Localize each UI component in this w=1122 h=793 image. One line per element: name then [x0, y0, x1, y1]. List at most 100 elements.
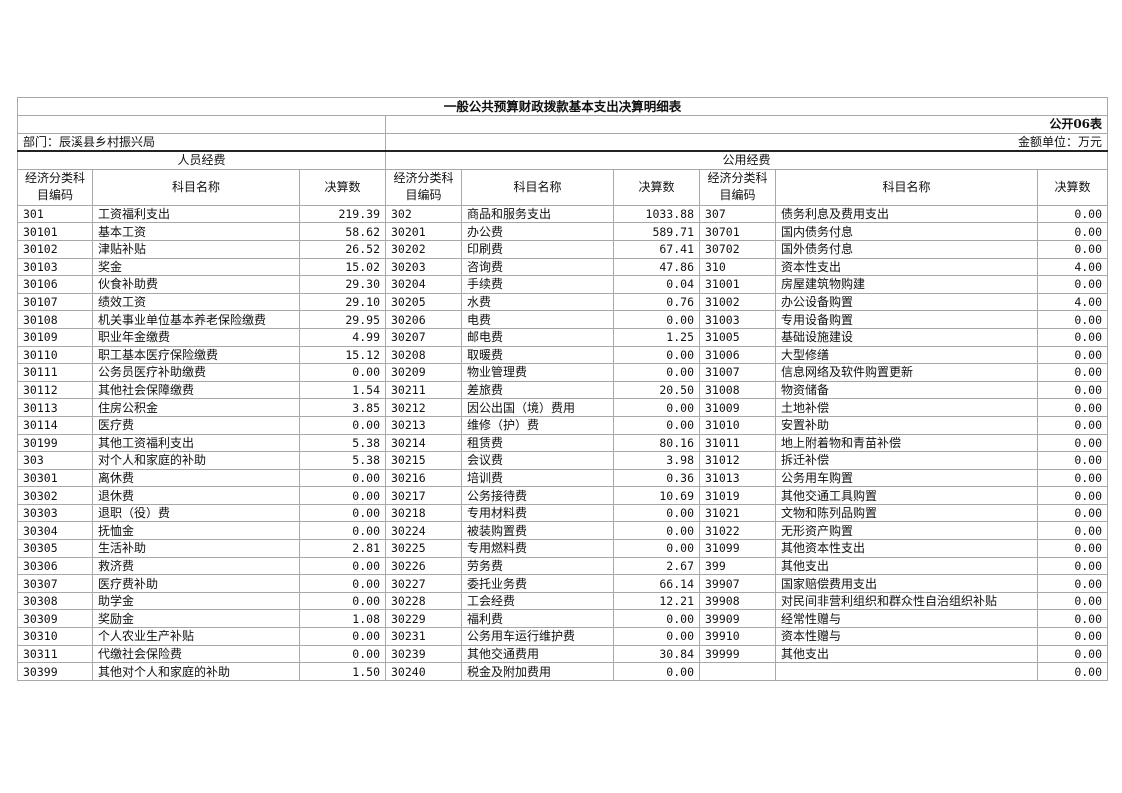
cell-amount: 5.38 [299, 451, 386, 470]
cell-name: 文物和陈列品购置 [775, 503, 1038, 523]
cell-amount: 0.00 [299, 468, 386, 488]
cell-name: 被装购置费 [461, 521, 614, 541]
cell-code: 30304 [17, 521, 93, 541]
cell-amount: 0.00 [299, 591, 386, 611]
cell-code: 30217 [385, 486, 462, 505]
cell-code: 39909 [699, 609, 776, 629]
cell-amount: 80.16 [613, 433, 700, 453]
cell-code: 30208 [385, 345, 462, 365]
cell-amount: 0.00 [1036, 380, 1109, 400]
cell-name: 助学金 [92, 591, 300, 611]
table-row: 30303 退职（役）费 0.00 30218 专用材料费 0.00 31021 文物和陈列品… [17, 503, 1109, 523]
table-title: 一般公共预算财政拨款基本支出决算明细表 [16, 97, 1109, 116]
cell-name: 职业年金缴费 [92, 327, 300, 347]
group-personnel: 人员经费 [17, 150, 386, 170]
cell-code: 31006 [699, 345, 776, 365]
cell-code: 31008 [699, 380, 776, 400]
cell-amount: 0.00 [299, 363, 386, 382]
cell-name: 其他工资福利支出 [92, 433, 300, 453]
cell-code: 31013 [699, 468, 776, 488]
cell-name: 退休费 [92, 486, 300, 505]
cell-code: 30231 [385, 627, 462, 646]
cell-name: 个人农业生产补贴 [92, 627, 300, 646]
cell-code: 30205 [385, 292, 462, 312]
cell-name: 资本性支出 [775, 257, 1038, 277]
header-amount: 决算数 [1036, 168, 1109, 206]
cell-amount: 0.00 [613, 662, 700, 681]
cell-code: 30702 [699, 239, 776, 259]
cell-amount: 0.00 [613, 539, 700, 558]
cell-name: 国内债务付息 [775, 222, 1038, 241]
cell-amount: 5.38 [299, 433, 386, 453]
cell-name: 伙食补助费 [92, 275, 300, 294]
cell-code: 30213 [385, 415, 462, 435]
cell-amount: 0.00 [1036, 363, 1109, 382]
cell-amount: 0.00 [299, 574, 386, 593]
cell-name: 信息网络及软件购置更新 [775, 363, 1038, 382]
cell-code: 30114 [17, 415, 93, 435]
header-amount: 决算数 [299, 168, 386, 206]
form-number: 公开06表 [384, 115, 1109, 134]
cell-amount: 0.00 [1036, 486, 1109, 505]
cell-code: 30108 [17, 310, 93, 329]
cell-amount: 0.00 [299, 415, 386, 435]
table-row: 30106 伙食补助费 29.30 30204 手续费 0.04 31001 房屋建筑物购建 0… [17, 275, 1109, 294]
cell-code: 30240 [385, 662, 462, 681]
cell-amount: 0.00 [1036, 415, 1109, 435]
cell-code: 30306 [17, 556, 93, 576]
cell-amount: 0.00 [613, 627, 700, 646]
table-row: 30108 机关事业单位基本养老保险缴费 29.95 30206 电费 0.00 31003… [17, 310, 1109, 329]
cell-code: 39999 [699, 644, 776, 664]
cell-name: 拆迁补偿 [775, 451, 1038, 470]
cell-code: 30101 [17, 222, 93, 241]
cell-code: 30102 [17, 239, 93, 259]
cell-amount: 0.00 [1036, 662, 1109, 681]
cell-amount: 0.00 [613, 609, 700, 629]
header-code: 经济分类科目编码 [699, 168, 776, 206]
cell-code: 30211 [385, 380, 462, 400]
cell-code: 39908 [699, 591, 776, 611]
cell-amount: 29.10 [299, 292, 386, 312]
cell-name: 专用材料费 [461, 503, 614, 523]
cell-amount: 3.85 [299, 398, 386, 417]
cell-code: 30218 [385, 503, 462, 523]
table-row: 30113 住房公积金 3.85 30212 因公出国（境）费用 0.00 31009 土地补… [17, 398, 1109, 417]
cell-amount: 20.50 [613, 380, 700, 400]
cell-code: 30301 [17, 468, 93, 488]
cell-amount: 0.00 [299, 486, 386, 505]
cell-name: 奖金 [92, 257, 300, 277]
cell-name: 其他社会保障缴费 [92, 380, 300, 400]
cell-code: 30215 [385, 451, 462, 470]
table-row: 30306 救济费 0.00 30226 劳务费 2.67 399 其他支出 0.00 [17, 556, 1109, 576]
cell-name: 公务接待费 [461, 486, 614, 505]
cell-code: 30311 [17, 644, 93, 664]
cell-code: 30109 [17, 327, 93, 347]
cell-code: 30307 [17, 574, 93, 593]
table-row: 30307 医疗费补助 0.00 30227 委托业务费 66.14 39907 国家赔偿费用… [17, 574, 1109, 593]
cell-code: 30202 [385, 239, 462, 259]
cell-name: 劳务费 [461, 556, 614, 576]
cell-code: 31002 [699, 292, 776, 312]
cell-name: 公务员医疗补助缴费 [92, 363, 300, 382]
cell-name: 资本性赠与 [775, 627, 1038, 646]
cell-name: 地上附着物和青苗补偿 [775, 433, 1038, 453]
cell-code: 30303 [17, 503, 93, 523]
cell-amount: 0.00 [613, 503, 700, 523]
table-row: 30304 抚恤金 0.00 30224 被装购置费 0.00 31022 无形资产购置 0.0… [17, 521, 1109, 541]
cell-amount: 219.39 [299, 204, 386, 224]
cell-name: 物资储备 [775, 380, 1038, 400]
cell-code: 30216 [385, 468, 462, 488]
cell-code: 31001 [699, 275, 776, 294]
table-row: 30109 职业年金缴费 4.99 30207 邮电费 1.25 31005 基础设施建设 0.… [17, 327, 1109, 347]
cell-code: 30107 [17, 292, 93, 312]
cell-name: 租赁费 [461, 433, 614, 453]
header-name: 科目名称 [461, 168, 614, 206]
cell-name: 公务用车运行维护费 [461, 627, 614, 646]
cell-amount: 26.52 [299, 239, 386, 259]
cell-name: 工资福利支出 [92, 204, 300, 224]
cell-code [699, 662, 776, 681]
table-row: 30199 其他工资福利支出 5.38 30214 租赁费 80.16 31011 地上附着物… [17, 433, 1109, 453]
cell-name: 债务利息及费用支出 [775, 204, 1038, 224]
cell-amount: 0.00 [299, 556, 386, 576]
cell-code: 31021 [699, 503, 776, 523]
